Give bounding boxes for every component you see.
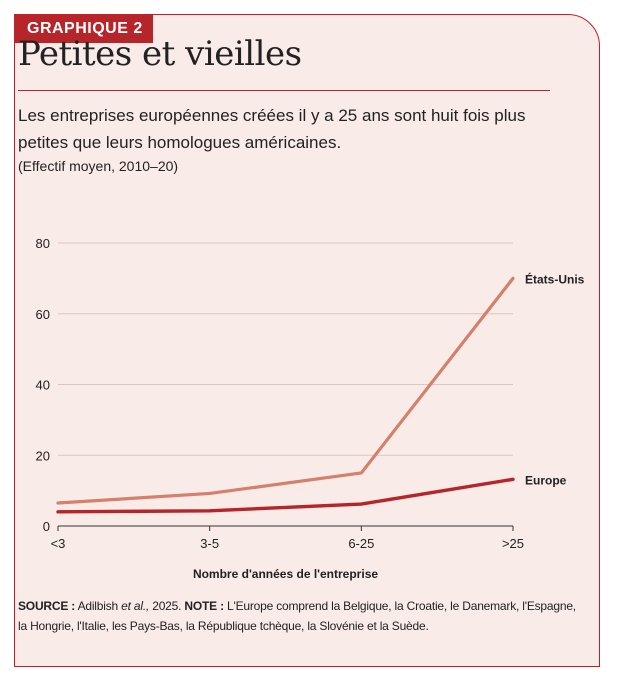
source-text: Adilbish [77, 599, 119, 613]
series-label: États-Unis [525, 271, 585, 286]
x-tick-label: <3 [51, 536, 66, 551]
y-tick-label: 20 [36, 448, 50, 463]
note-label: NOTE : [184, 599, 224, 613]
y-tick-label: 0 [43, 519, 50, 534]
chart-title: Petites et vieilles [18, 34, 302, 74]
series-line-usa [56, 276, 515, 505]
x-tick-label: >25 [502, 536, 524, 551]
chart-card: GRAPHIQUE 2 [14, 14, 600, 667]
source-label: SOURCE : [18, 599, 76, 613]
figure-tag: GRAPHIQUE 2 [15, 15, 153, 43]
x-tick-label: 6-25 [348, 536, 374, 551]
y-tick-label: 60 [36, 307, 50, 322]
series-line-europe [56, 477, 515, 514]
source-text-italic: et al., [121, 599, 150, 613]
chart-footer: SOURCE : Adilbish et al., 2025. NOTE : L… [18, 596, 578, 636]
note-text: L'Europe comprend la Belgique, la Croati… [18, 599, 576, 633]
source-year: 2025. [152, 599, 182, 613]
y-tick-label: 80 [36, 236, 50, 251]
chart-subtitle: Les entreprises européennes créées il y … [18, 106, 526, 152]
x-axis-label: Nombre d'années de l'entreprise [193, 567, 378, 581]
x-tick-label: 3-5 [200, 536, 219, 551]
y-tick-label: 40 [36, 378, 50, 393]
title-divider [18, 90, 550, 91]
series-label: Europe [525, 473, 567, 487]
chart-note: (Effectif moyen, 2010–20) [18, 158, 179, 174]
